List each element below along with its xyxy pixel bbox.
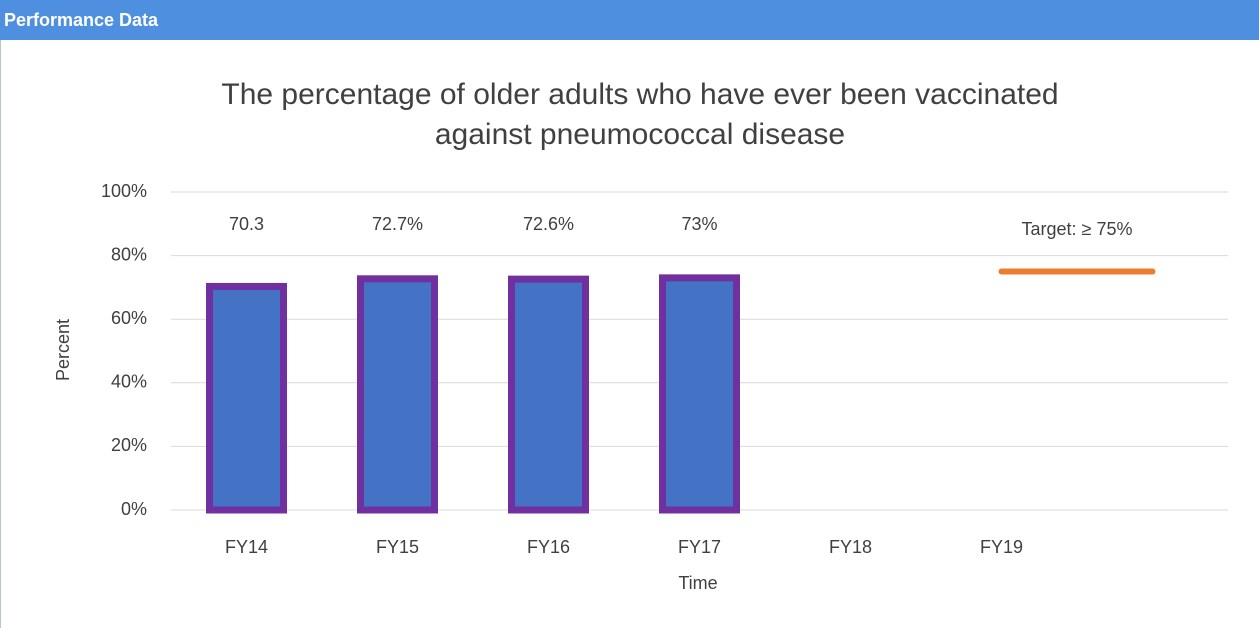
bar xyxy=(357,275,438,514)
x-tick-label: FY17 xyxy=(678,537,721,557)
y-tick-label: 40% xyxy=(111,372,147,392)
x-tick-label: FY15 xyxy=(376,537,419,557)
chart: The percentage of older adults who have … xyxy=(53,78,1228,593)
panel-border xyxy=(0,40,1,628)
y-axis-label: Percent xyxy=(53,319,73,381)
data-label: 73% xyxy=(681,214,717,234)
x-tick-label: FY16 xyxy=(527,537,570,557)
data-label: 72.6% xyxy=(523,214,574,234)
x-tick-label: FY19 xyxy=(980,537,1023,557)
bar xyxy=(508,275,589,514)
y-tick-label: 0% xyxy=(121,499,147,519)
data-label: 72.7% xyxy=(372,214,423,234)
bar xyxy=(659,274,740,514)
data-label: 70.3 xyxy=(229,214,264,234)
target-label: Target: ≥ 75% xyxy=(1022,219,1133,239)
y-tick-label: 80% xyxy=(111,244,147,264)
chart-title: The percentage of older adults who have … xyxy=(221,78,1058,151)
x-axis-label: Time xyxy=(678,573,717,593)
x-tick-label: FY14 xyxy=(225,537,268,557)
bar xyxy=(206,282,287,514)
x-tick-label: FY18 xyxy=(829,537,872,557)
header: Performance Data xyxy=(0,0,1259,40)
y-tick-label: 100% xyxy=(101,181,147,201)
y-tick-label: 20% xyxy=(111,435,147,455)
y-tick-label: 60% xyxy=(111,308,147,328)
